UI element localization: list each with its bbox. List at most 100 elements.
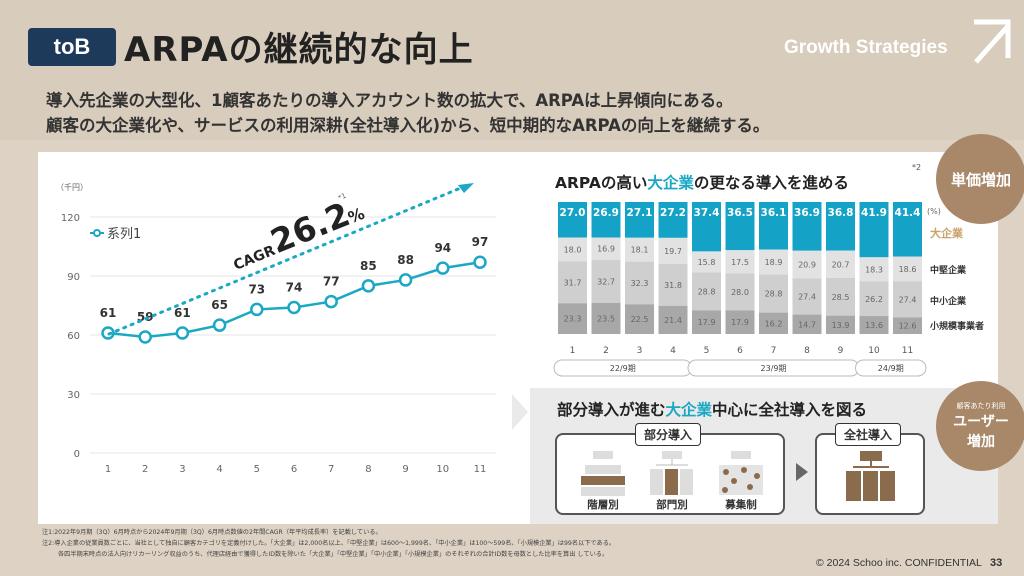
y-tick-label: 120 xyxy=(61,213,80,224)
bar-value-label: 12.6 xyxy=(899,322,917,331)
bar-unit-label: (%) xyxy=(927,207,941,216)
bar-segment xyxy=(792,278,822,315)
bar-value-label: 27.4 xyxy=(798,292,816,301)
brand-label: Growth Strategies xyxy=(784,37,948,58)
segment-stacked-bar-chart: 27.0 18.0 31.7 23.3 1 26.9 16.9 32.7 23.5 2 27.1 18… xyxy=(553,202,984,377)
bar-value-label: 18.9 xyxy=(765,258,783,267)
bar-segment xyxy=(859,257,889,282)
badge2-line1: ユーザー xyxy=(953,414,1009,430)
data-point xyxy=(287,300,301,315)
bar-value-label: 32.7 xyxy=(597,277,615,286)
bar-x-label: 9 xyxy=(838,346,844,356)
department-icon xyxy=(650,451,693,495)
page-number: 33 xyxy=(990,557,1003,569)
bar-value-label: 21.4 xyxy=(664,316,682,325)
bar-segment xyxy=(893,281,922,318)
bar-value-label: 23.3 xyxy=(564,315,582,324)
y-tick-label: 30 xyxy=(67,390,80,401)
bar-segment xyxy=(859,202,889,258)
x-tick-label: 11 xyxy=(474,464,487,475)
footnote-3: 各四半期末時点の法人向けリカーリング収益のうち、代理店経由で獲得したID数を除い… xyxy=(58,551,609,558)
bar-value-label: 23.5 xyxy=(597,314,615,323)
section1-highlight: 大企業 xyxy=(647,174,694,192)
bar-x-label: 1 xyxy=(570,346,576,356)
x-tick-label: 3 xyxy=(179,464,185,475)
bar-segment xyxy=(591,202,621,238)
data-label: 94 xyxy=(434,241,451,255)
bar-segment xyxy=(759,274,788,313)
bar-x-label: 7 xyxy=(771,346,777,356)
bar-value-label: 19.7 xyxy=(664,247,682,256)
data-point xyxy=(212,318,227,332)
bar-segment xyxy=(692,310,721,334)
legend-midsize: 中堅企業 xyxy=(930,264,967,276)
bar-segment xyxy=(558,237,587,262)
data-label: 61 xyxy=(174,306,191,320)
bar-value-label: 13.9 xyxy=(832,321,850,330)
lead-line-1: 導入先企業の大型化、1顧客あたりの導入アカウント数の拡大で、ARPAは上昇傾向に… xyxy=(46,91,733,110)
bar-segment xyxy=(826,202,855,251)
bar-value-label: 18.1 xyxy=(631,246,649,255)
bar-value-label: 13.6 xyxy=(865,321,883,330)
partial-adoption-label: 部分導入 xyxy=(635,423,702,446)
x-tick-label: 10 xyxy=(436,464,449,475)
x-tick-label: 9 xyxy=(402,464,408,475)
data-label: 77 xyxy=(323,275,340,289)
icon2-caption: 部門別 xyxy=(656,499,688,511)
bar-value-label: 32.3 xyxy=(631,279,649,288)
data-label: 73 xyxy=(248,282,265,296)
bar-value-label: 17.9 xyxy=(731,318,749,327)
bar-value-label: 16.9 xyxy=(597,245,615,254)
corner-mark-icon xyxy=(974,19,1011,64)
bar-value-label: 36.5 xyxy=(727,207,753,219)
tob-tag: toB xyxy=(28,28,116,66)
period-label: 23/9期 xyxy=(761,364,787,373)
bar-value-label: 27.1 xyxy=(627,207,653,219)
arpa-series-line xyxy=(107,260,481,339)
lead-text: 導入先企業の大型化、1顧客あたりの導入アカウント数の拡大で、ARPAは上昇傾向に… xyxy=(46,88,769,138)
bar-value-label: 28.0 xyxy=(731,288,749,297)
bar-value-label: 27.4 xyxy=(899,295,917,304)
icon3-caption: 募集制 xyxy=(725,499,757,511)
data-point xyxy=(250,302,264,317)
section-arrow-icon xyxy=(512,394,528,430)
bar-segment xyxy=(591,302,621,334)
bar-value-label: 22.5 xyxy=(631,315,649,324)
bar-value-label: 18.0 xyxy=(564,246,582,255)
bar-value-label: 31.7 xyxy=(564,278,582,287)
badge-price-increase: 単価増加 xyxy=(936,134,1024,224)
y-tick-label: 0 xyxy=(74,449,80,460)
recruitment-icon xyxy=(719,451,763,495)
bar-segment xyxy=(792,250,822,279)
bar-segment xyxy=(558,303,587,334)
x-tick-label: 5 xyxy=(254,464,260,475)
badge2-line2: 増加 xyxy=(967,434,995,450)
bar-segment xyxy=(859,281,889,317)
data-point xyxy=(436,261,450,275)
cagr-note: *1 xyxy=(337,192,347,202)
line-legend-label: 系列1 xyxy=(107,227,141,242)
bar-x-label: 4 xyxy=(670,346,676,356)
bar-segment xyxy=(625,237,654,262)
bar-x-label: 11 xyxy=(902,346,913,356)
hierarchy-icon xyxy=(581,451,625,496)
section1-pre: ARPAの高い xyxy=(555,174,648,192)
period-pill xyxy=(855,359,927,377)
bar-value-label: 31.8 xyxy=(664,281,682,290)
bar-value-label: 15.8 xyxy=(698,258,716,267)
bar-value-label: 26.9 xyxy=(593,207,619,219)
bar-value-label: 27.0 xyxy=(560,207,586,219)
section2-pre: 部分導入が進む xyxy=(557,401,666,419)
bar-value-label: 28.5 xyxy=(832,293,850,302)
data-point xyxy=(398,273,413,287)
x-tick-label: 8 xyxy=(365,464,371,475)
section1-note: *2 xyxy=(912,163,922,172)
bar-segment xyxy=(759,202,788,250)
bar-segment xyxy=(725,250,755,274)
data-point xyxy=(361,279,376,293)
badge-user-increase: 顧客あたり利用 ユーザー 増加 xyxy=(936,381,1024,471)
bar-value-label: 36.8 xyxy=(828,207,854,219)
page-title: ARPAの継続的な向上 xyxy=(124,30,474,70)
bar-segment xyxy=(792,314,822,334)
footnote-1: 注1:2022年9月期（3Q）6月時点から2024年9月期（3Q）6月時点数値の… xyxy=(42,529,382,536)
